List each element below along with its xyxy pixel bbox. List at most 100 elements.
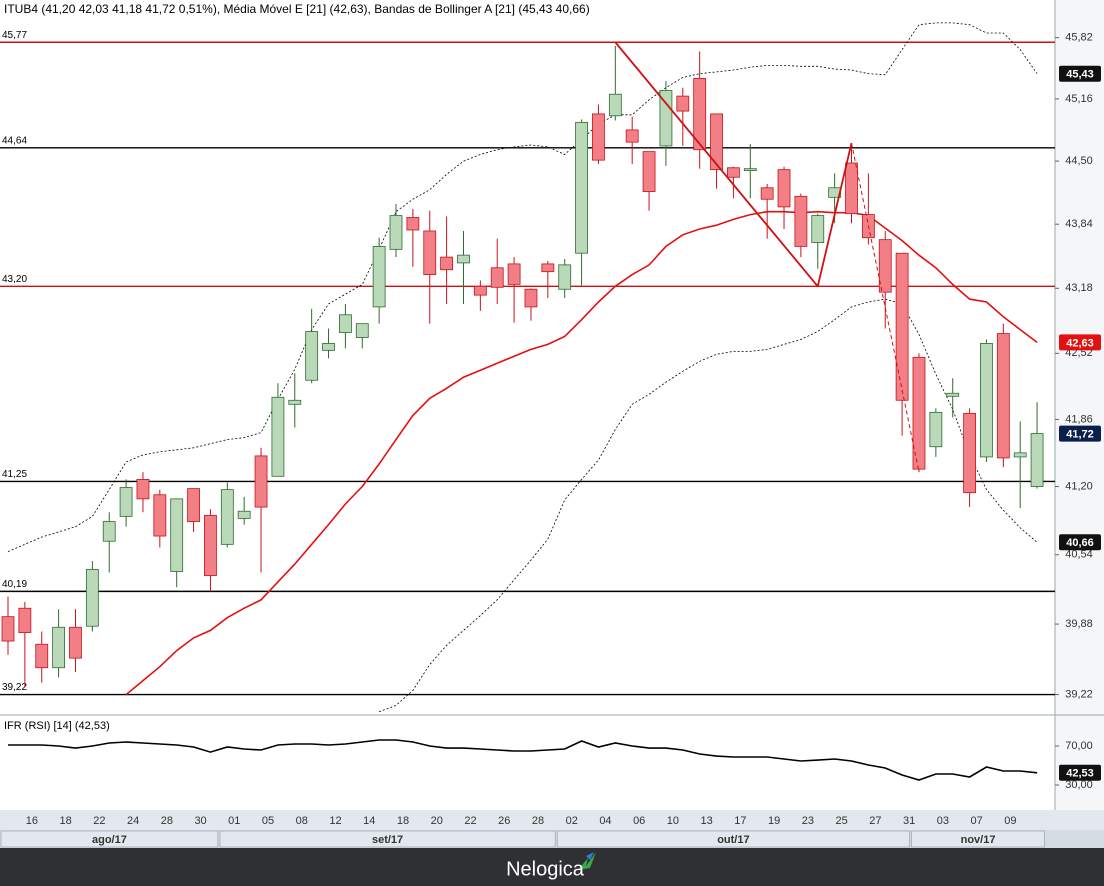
x-tick-label: 04: [599, 815, 611, 827]
candle-body: [440, 256, 454, 271]
candle-body: [204, 514, 217, 577]
month-label: out/17: [717, 834, 749, 846]
rsi-line: [8, 739, 1038, 781]
value-badge: [1059, 425, 1101, 442]
candle-body: [710, 113, 723, 171]
date-strip: [0, 810, 1104, 830]
x-tick-label: 26: [498, 815, 510, 827]
rsi-tick-label: 30,00: [1065, 779, 1093, 791]
x-tick-label: 03: [937, 815, 949, 827]
candle-body: [355, 323, 369, 338]
candle-body: [406, 217, 420, 231]
candle-body: [558, 264, 572, 290]
candle-body: [743, 168, 757, 171]
x-tick-label: 07: [970, 815, 982, 827]
candle-body: [288, 399, 302, 405]
candle-body: [187, 488, 200, 522]
x-tick-label: 20: [431, 815, 443, 827]
candle-body: [507, 263, 521, 285]
bollinger-upper: [7, 22, 1038, 552]
candle-body: [912, 356, 926, 470]
candle-body: [69, 626, 82, 659]
candle-body: [575, 121, 588, 254]
value-badge: [1059, 534, 1101, 551]
candle-body: [237, 510, 251, 519]
candle-body: [592, 113, 605, 161]
level-label: 43,20: [2, 274, 27, 285]
level-label: 45,77: [2, 30, 27, 41]
month-label: ago/17: [92, 834, 127, 846]
x-tick-label: 28: [532, 815, 544, 827]
candle-body: [794, 195, 808, 247]
y-tick-label: 40,54: [1065, 549, 1093, 561]
candle-body: [929, 411, 943, 448]
candle-body: [153, 494, 167, 537]
candle-body: [457, 254, 470, 264]
candle-body: [980, 343, 993, 458]
candle-body: [85, 568, 99, 627]
rsi-tick-label: 70,00: [1065, 740, 1093, 752]
candle-body: [473, 285, 487, 296]
trendline-segment: [816, 142, 853, 287]
x-tick-label: 05: [262, 815, 274, 827]
value-badge-label: 45,43: [1066, 69, 1094, 81]
candle-body: [338, 314, 352, 333]
candle-body: [676, 95, 690, 112]
x-tick-label: 09: [1004, 815, 1016, 827]
candle-body: [1, 616, 15, 642]
footer-text: Nelogica: [506, 858, 585, 880]
x-tick-label: 13: [701, 815, 713, 827]
y-tick-label: 43,84: [1065, 218, 1093, 230]
x-tick-label: 02: [566, 815, 578, 827]
candle-body: [760, 187, 774, 200]
month-box: [0, 830, 219, 848]
y-tick-label: 41,86: [1065, 413, 1093, 425]
value-badge: [1059, 334, 1101, 351]
x-tick-label: 14: [363, 815, 375, 827]
x-tick-label: 19: [768, 815, 780, 827]
candle-body: [946, 392, 960, 397]
candle-body: [878, 239, 892, 293]
candle-body: [524, 288, 538, 308]
right-axis-bg: [1055, 0, 1104, 810]
candle-body: [996, 333, 1010, 459]
y-tick-label: 43,18: [1065, 282, 1093, 294]
candle-body: [389, 215, 403, 250]
x-tick-label: 12: [329, 815, 341, 827]
x-tick-label: 10: [667, 815, 679, 827]
x-tick-label: 22: [464, 815, 476, 827]
x-tick-label: 22: [93, 815, 105, 827]
rsi-title: IFR (RSI) [14] (42,53): [4, 720, 110, 732]
x-tick-label: 24: [127, 815, 139, 827]
candle-body: [963, 412, 976, 494]
month-label: set/17: [372, 834, 403, 846]
month-box: [911, 830, 1046, 848]
candle-body: [271, 396, 285, 477]
candle-body: [102, 521, 116, 542]
candle-body: [777, 169, 791, 208]
month-label: nov/17: [961, 834, 996, 846]
candle-body: [254, 455, 268, 508]
candle-body: [136, 478, 150, 500]
x-tick-label: 17: [734, 815, 746, 827]
y-tick-label: 39,88: [1065, 618, 1093, 630]
candle-body: [845, 162, 858, 215]
candle-body: [642, 151, 656, 192]
level-label: 40,19: [2, 579, 27, 590]
x-tick-label: 30: [194, 815, 206, 827]
value-badge: [1059, 764, 1101, 781]
candle-body: [372, 246, 386, 308]
candle-body: [220, 489, 234, 545]
candle-body: [119, 487, 133, 517]
candle-body: [895, 252, 909, 401]
value-badge-label: 42,63: [1066, 337, 1094, 349]
moving-average: [125, 210, 1038, 696]
candle-body: [35, 643, 49, 669]
x-tick-label: 06: [633, 815, 645, 827]
footer-bar: [0, 848, 1104, 886]
candle-body: [52, 626, 66, 669]
x-tick-label: 16: [26, 815, 38, 827]
level-label: 41,25: [2, 469, 27, 480]
candle-body: [811, 215, 825, 243]
